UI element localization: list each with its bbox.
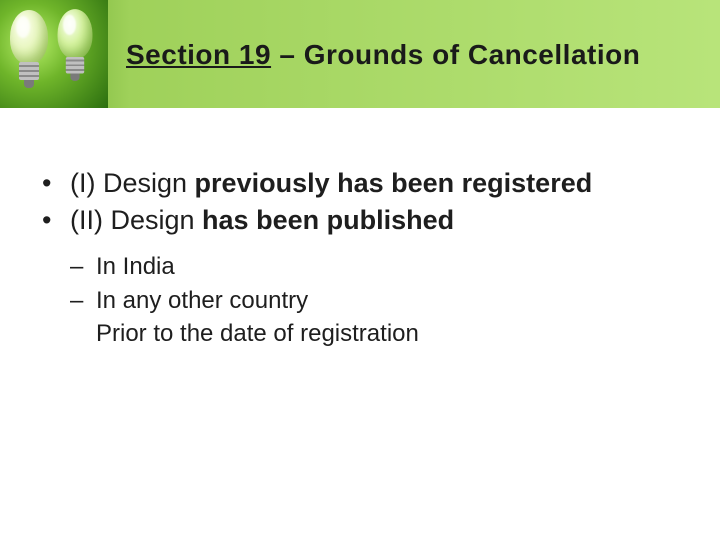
list-item: (II) Design has been published In India … [42,203,678,351]
lightbulb-icon [8,10,50,88]
bullet-lead: (I) Design [70,168,195,198]
slide-content: (I) Design previously has been registere… [0,108,720,351]
slide-title: Section 19 – Grounds of Cancellation [108,37,720,72]
bullet-lead: (II) Design [70,205,202,235]
header-band: Section 19 – Grounds of Cancellation [0,0,720,108]
bulb-image-area [0,0,108,108]
list-item: (I) Design previously has been registere… [42,166,678,201]
list-item: In any other country [70,284,678,318]
title-underlined: Section 19 [126,39,271,70]
bullet-list-level1: (I) Design previously has been registere… [42,166,678,351]
lightbulb-icon [56,9,95,81]
list-item: In India [70,250,678,284]
bullet-bold: has been published [202,205,454,235]
bullet-bold: previously has been registered [195,168,593,198]
title-rest: – Grounds of Cancellation [271,39,640,70]
list-item: Prior to the date of registration [70,317,678,351]
bullet-list-level2: In India In any other country Prior to t… [70,250,678,351]
